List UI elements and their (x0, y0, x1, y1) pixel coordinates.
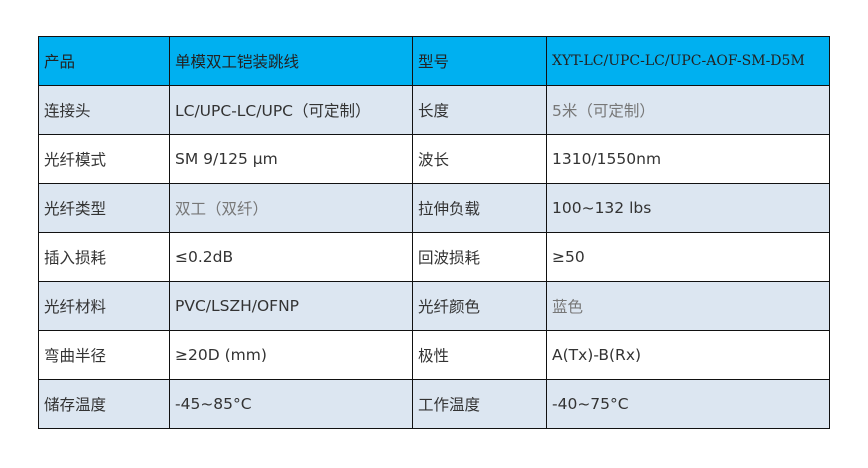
spec-label: 连接头 (38, 85, 170, 135)
spec-label: 波长 (412, 134, 547, 184)
spec-value: -45~85°C (169, 379, 413, 429)
spec-value: -40~75°C (546, 379, 830, 429)
table-row: 光纤类型 双工（双纤） 拉伸负载 100~132 lbs (38, 183, 830, 233)
spec-value: PVC/LSZH/OFNP (169, 281, 413, 331)
spec-label: 极性 (412, 330, 547, 380)
table-row: 光纤模式 SM 9/125 μm 波长 1310/1550nm (38, 134, 830, 184)
spec-value: ≤0.2dB (169, 232, 413, 282)
spec-value: 单模双工铠装跳线 (169, 36, 413, 86)
spec-label: 拉伸负载 (412, 183, 547, 233)
table-row: 储存温度 -45~85°C 工作温度 -40~75°C (38, 379, 830, 429)
spec-value: 双工（双纤） (169, 183, 413, 233)
spec-label: 储存温度 (38, 379, 170, 429)
spec-table: 产品 单模双工铠装跳线 型号 XYT-LC/UPC-LC/UPC-AOF-SM-D5M… (38, 36, 830, 429)
spec-label: 长度 (412, 85, 547, 135)
table-row: 连接头 LC/UPC-LC/UPC（可定制） 长度 5米（可定制） (38, 85, 830, 135)
spec-value: 100~132 lbs (546, 183, 830, 233)
spec-label: 插入损耗 (38, 232, 170, 282)
spec-label: 光纤类型 (38, 183, 170, 233)
spec-value: LC/UPC-LC/UPC（可定制） (169, 85, 413, 135)
spec-value: 5米（可定制） (546, 85, 830, 135)
spec-value: 蓝色 (546, 281, 830, 331)
spec-label: 回波损耗 (412, 232, 547, 282)
spec-label: 产品 (38, 36, 170, 86)
spec-value: ≥20D (mm) (169, 330, 413, 380)
spec-value: A(Tx)-B(Rx) (546, 330, 830, 380)
spec-value: 1310/1550nm (546, 134, 830, 184)
spec-value: ≥50 (546, 232, 830, 282)
table-header-row: 产品 单模双工铠装跳线 型号 XYT-LC/UPC-LC/UPC-AOF-SM-D5M (38, 36, 830, 86)
spec-value: XYT-LC/UPC-LC/UPC-AOF-SM-D5M (546, 36, 830, 86)
table-row: 插入损耗 ≤0.2dB 回波损耗 ≥50 (38, 232, 830, 282)
spec-label: 型号 (412, 36, 547, 86)
spec-label: 光纤模式 (38, 134, 170, 184)
table-row: 光纤材料 PVC/LSZH/OFNP 光纤颜色 蓝色 (38, 281, 830, 331)
spec-label: 工作温度 (412, 379, 547, 429)
spec-label: 弯曲半径 (38, 330, 170, 380)
spec-label: 光纤颜色 (412, 281, 547, 331)
spec-value: SM 9/125 μm (169, 134, 413, 184)
table-row: 弯曲半径 ≥20D (mm) 极性 A(Tx)-B(Rx) (38, 330, 830, 380)
spec-label: 光纤材料 (38, 281, 170, 331)
